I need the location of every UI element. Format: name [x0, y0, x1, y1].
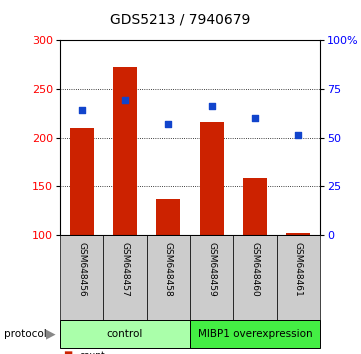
- Bar: [113, 67, 137, 235]
- Bar: [200, 122, 223, 235]
- Bar: [233, 235, 277, 320]
- Text: MIBP1 overexpression: MIBP1 overexpression: [198, 329, 312, 339]
- Point: [295, 132, 301, 137]
- Point: [79, 107, 84, 113]
- Bar: [156, 199, 180, 235]
- Text: control: control: [107, 329, 143, 339]
- Bar: [103, 235, 147, 320]
- Text: ▶: ▶: [45, 327, 55, 341]
- Bar: [243, 178, 267, 235]
- Text: count: count: [80, 350, 105, 354]
- Text: protocol: protocol: [4, 329, 46, 339]
- Text: GDS5213 / 7940679: GDS5213 / 7940679: [110, 12, 251, 27]
- Bar: [277, 235, 320, 320]
- Point: [165, 121, 171, 127]
- Bar: [286, 233, 310, 235]
- Text: GSM648461: GSM648461: [294, 242, 303, 297]
- Bar: [190, 320, 320, 348]
- Text: GSM648460: GSM648460: [251, 242, 260, 297]
- Bar: [190, 235, 233, 320]
- Bar: [60, 320, 190, 348]
- Point: [122, 98, 128, 103]
- Point: [252, 115, 258, 121]
- Text: GSM648459: GSM648459: [207, 242, 216, 297]
- Text: GSM648457: GSM648457: [121, 242, 130, 297]
- Bar: [147, 235, 190, 320]
- Point: [209, 103, 214, 109]
- Bar: [60, 235, 103, 320]
- Text: ■: ■: [64, 350, 73, 354]
- Text: GSM648456: GSM648456: [77, 242, 86, 297]
- Text: GSM648458: GSM648458: [164, 242, 173, 297]
- Bar: [70, 128, 93, 235]
